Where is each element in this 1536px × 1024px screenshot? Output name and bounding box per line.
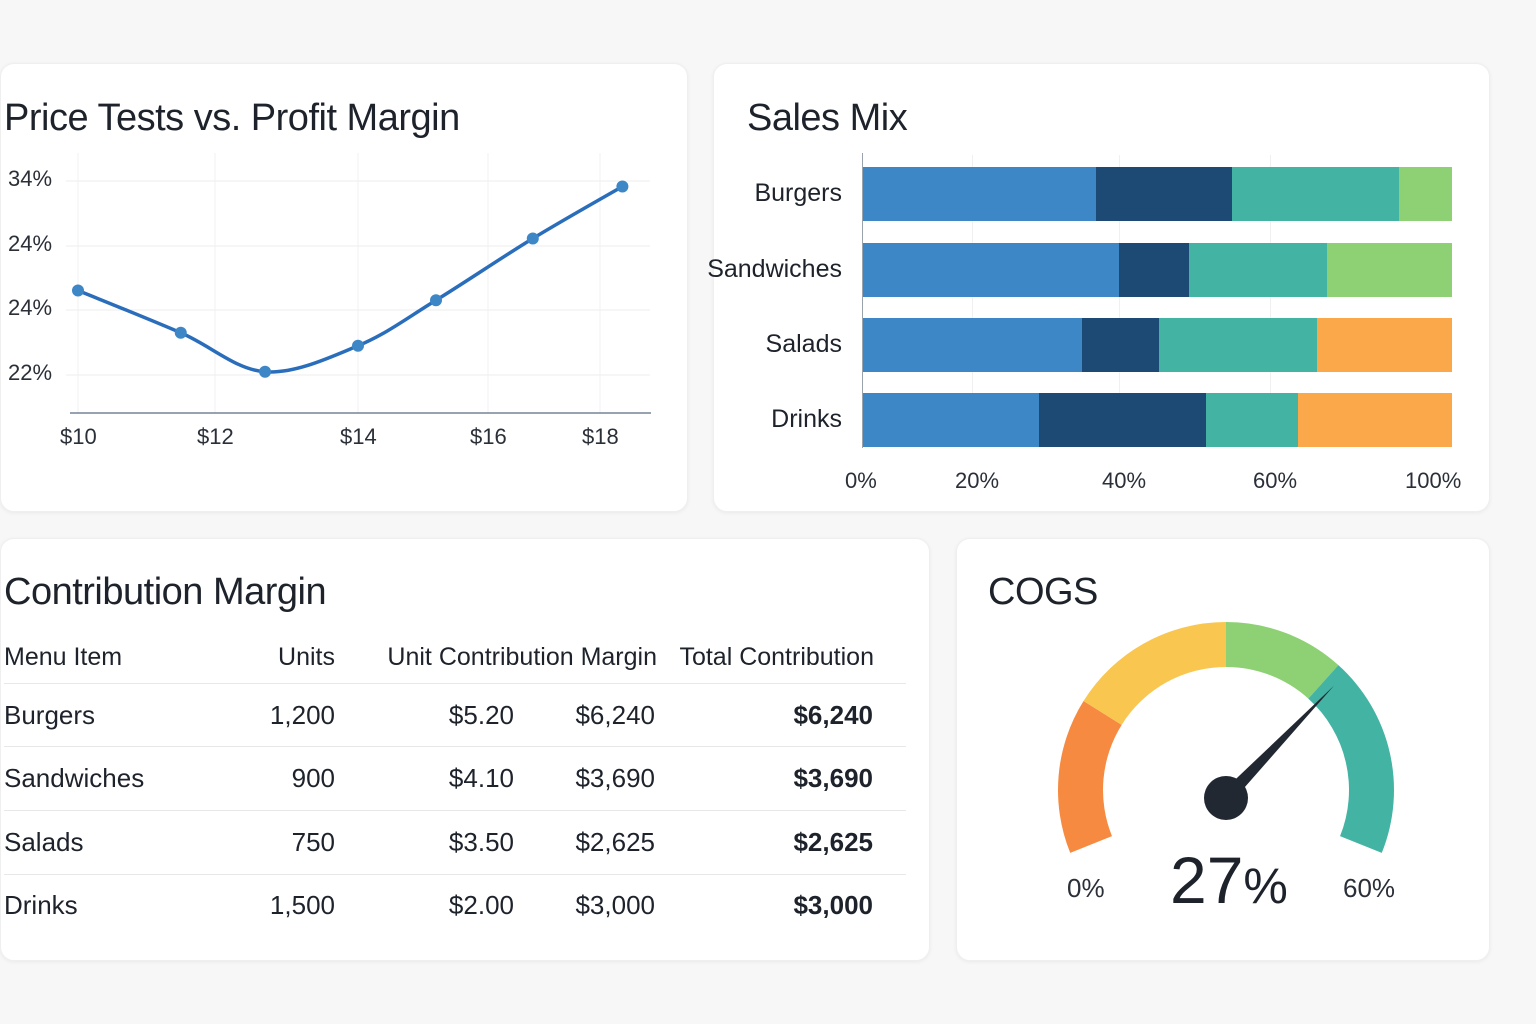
table-cell[interactable]: Burgers [4, 700, 96, 730]
gauge-max-label: 60% [1343, 873, 1396, 903]
gauge-band [1083, 622, 1226, 725]
data-point[interactable] [616, 180, 629, 193]
table-cell[interactable]: 750 [291, 827, 335, 857]
column-header: Total Contribution [679, 643, 874, 671]
bar-segment[interactable] [1232, 167, 1399, 221]
price-chart-card [0, 63, 688, 512]
y-tick-label: 22% [8, 360, 53, 385]
x-tick-label: $16 [470, 424, 507, 449]
table-cell[interactable]: $6,240 [575, 700, 655, 730]
table-cell[interactable]: 1,500 [269, 890, 335, 920]
gauge-value-unit: % [1243, 858, 1288, 914]
x-tick-label: $18 [582, 424, 619, 449]
gauge-needle [1221, 685, 1334, 804]
contribution-card [0, 538, 930, 961]
table-cell[interactable]: Salads [4, 827, 84, 857]
x-tick-label: 40% [1102, 468, 1147, 493]
x-tick-label: $10 [60, 424, 97, 449]
data-point[interactable] [430, 294, 442, 307]
table-cell[interactable]: $2,625 [793, 827, 873, 857]
bar-segment[interactable] [863, 318, 1082, 372]
x-gridline [1270, 155, 1271, 447]
x-gridline [1119, 155, 1120, 447]
table-cell[interactable]: $3,000 [575, 890, 655, 920]
category-label: Burgers [754, 179, 842, 207]
bar-segment[interactable] [1316, 318, 1452, 372]
bar-segment[interactable] [1297, 393, 1452, 447]
y-tick-label: 24% [8, 295, 53, 320]
table-cell[interactable]: $5.20 [448, 700, 514, 730]
x-tick-label: 20% [955, 468, 1000, 493]
data-point[interactable] [174, 326, 187, 339]
bar-segment[interactable] [1158, 318, 1317, 372]
row-divider [4, 746, 906, 747]
stacked-bar [863, 393, 1452, 447]
gauge-band [1226, 622, 1339, 699]
column-header: Units [278, 643, 335, 671]
y-tick-label: 24% [8, 231, 53, 256]
category-label: Drinks [771, 405, 842, 433]
bar-segment[interactable] [1188, 243, 1328, 297]
table-cell[interactable]: 900 [291, 763, 335, 793]
x-tick-label: 0% [845, 468, 877, 493]
bar-segment[interactable] [1205, 393, 1298, 447]
table-cell[interactable]: $6,240 [793, 700, 873, 730]
bar-segment[interactable] [1081, 318, 1159, 372]
data-point[interactable] [352, 339, 364, 352]
row-divider [4, 683, 906, 684]
table-cell[interactable]: $3,690 [793, 763, 873, 793]
table-cell[interactable]: $2,625 [575, 827, 655, 857]
bar-segment[interactable] [1095, 167, 1233, 221]
stacked-bar [863, 167, 1452, 221]
data-point[interactable] [72, 284, 84, 297]
y-axis [862, 153, 863, 448]
stacked-bar [863, 318, 1452, 372]
table-cell[interactable]: 1,200 [269, 700, 335, 730]
data-point[interactable] [526, 232, 539, 245]
x-gridline [972, 155, 973, 447]
table-cell[interactable]: $2.00 [448, 890, 514, 920]
gauge-needle-hub [1204, 776, 1248, 820]
bar-segment[interactable] [863, 243, 1119, 297]
x-tick-label: 60% [1253, 468, 1298, 493]
gauge-band [1058, 700, 1122, 853]
cogs-card [956, 538, 1490, 961]
table-cell[interactable]: Sandwiches [4, 763, 145, 793]
column-header: Unit Contribution Margin [387, 643, 657, 671]
table-cell[interactable]: $3,000 [793, 890, 873, 920]
bar-segment[interactable] [1398, 167, 1452, 221]
x-tick-label: $12 [197, 424, 234, 449]
bar-segment[interactable] [863, 393, 1040, 447]
gauge-min-label: 0% [1067, 873, 1105, 903]
category-label: Salads [765, 330, 842, 358]
gauge-value: 27% [1170, 842, 1288, 918]
table-cell[interactable]: $3.50 [448, 827, 514, 857]
bar-segment[interactable] [1039, 393, 1206, 447]
gauge-value-number: 27 [1170, 843, 1244, 917]
table-cell[interactable]: Drinks [4, 890, 78, 920]
sales-mix-title: Sales Mix [747, 97, 908, 139]
contribution-title: Contribution Margin [4, 571, 327, 613]
table-cell[interactable]: $4.10 [448, 763, 514, 793]
table-cell[interactable]: $3,690 [575, 763, 655, 793]
column-header: Menu Item [4, 643, 123, 671]
x-tick-label: 100% [1405, 468, 1462, 493]
x-tick-label: $14 [340, 424, 377, 449]
data-point[interactable] [259, 365, 272, 378]
cogs-title: COGS [988, 571, 1098, 613]
row-divider [4, 874, 906, 875]
bar-segment[interactable] [1327, 243, 1452, 297]
y-tick-label: 34% [8, 166, 53, 191]
bar-segment[interactable] [1118, 243, 1189, 297]
bar-segment[interactable] [863, 167, 1096, 221]
price-chart-title: Price Tests vs. Profit Margin [4, 97, 460, 139]
category-label: Sandwiches [707, 255, 842, 283]
row-divider [4, 810, 906, 811]
stacked-bar [863, 243, 1452, 297]
gauge-band [1308, 665, 1394, 853]
